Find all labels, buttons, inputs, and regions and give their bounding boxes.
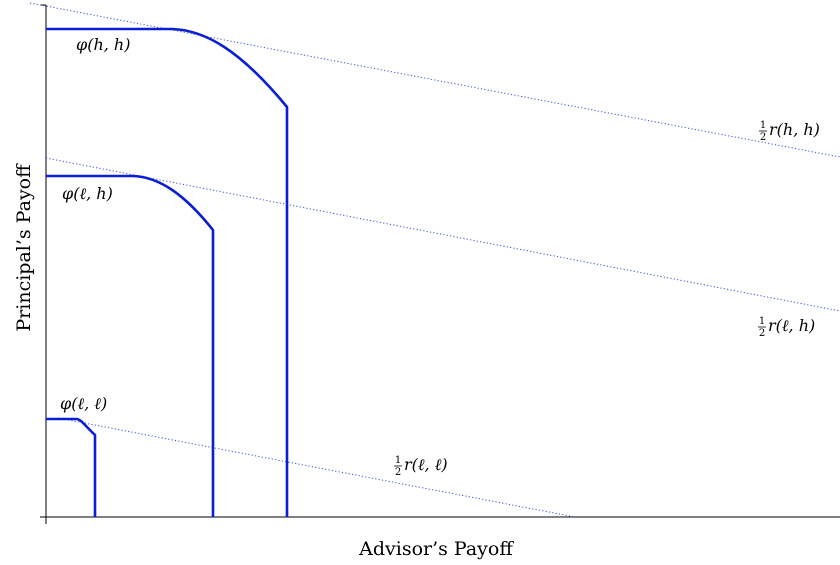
coef-den-ll: 2: [395, 467, 401, 478]
reference-label-lh: 1 2 r(ℓ, h): [758, 316, 815, 339]
reference-line-hh: [29, 2, 840, 158]
axes: [40, 4, 840, 524]
y-axis-label: Principal’s Payoff: [13, 163, 35, 332]
reference-line-ll: [57, 417, 576, 518]
frontier-curves: [46, 27, 289, 517]
coef-den-hh: 2: [760, 132, 766, 143]
reference-line-lh: [45, 157, 840, 312]
frontier-lh: [46, 174, 215, 517]
reference-text-hh: r(h, h): [769, 120, 820, 139]
frontier-hh: [46, 27, 289, 517]
x-axis-label: Advisor’s Payoff: [358, 538, 514, 560]
frontier-ll: [46, 417, 97, 517]
frontier-label-hh: φ(h, h): [76, 35, 130, 54]
frontier-label-lh: φ(ℓ, h): [62, 184, 113, 203]
coef-num-lh: 1: [759, 316, 765, 327]
coef-num-hh: 1: [760, 120, 766, 131]
coef-den-lh: 2: [759, 328, 765, 339]
frontier-label-ll: φ(ℓ, ℓ): [60, 394, 107, 413]
reference-text-lh: r(ℓ, h): [768, 316, 815, 335]
reference-label-hh: 1 2 r(h, h): [759, 120, 820, 143]
coef-num-ll: 1: [395, 455, 401, 466]
reference-lines: [29, 2, 840, 518]
reference-label-ll: 1 2 r(ℓ, ℓ): [394, 455, 448, 478]
reference-text-ll: r(ℓ, ℓ): [404, 455, 448, 474]
